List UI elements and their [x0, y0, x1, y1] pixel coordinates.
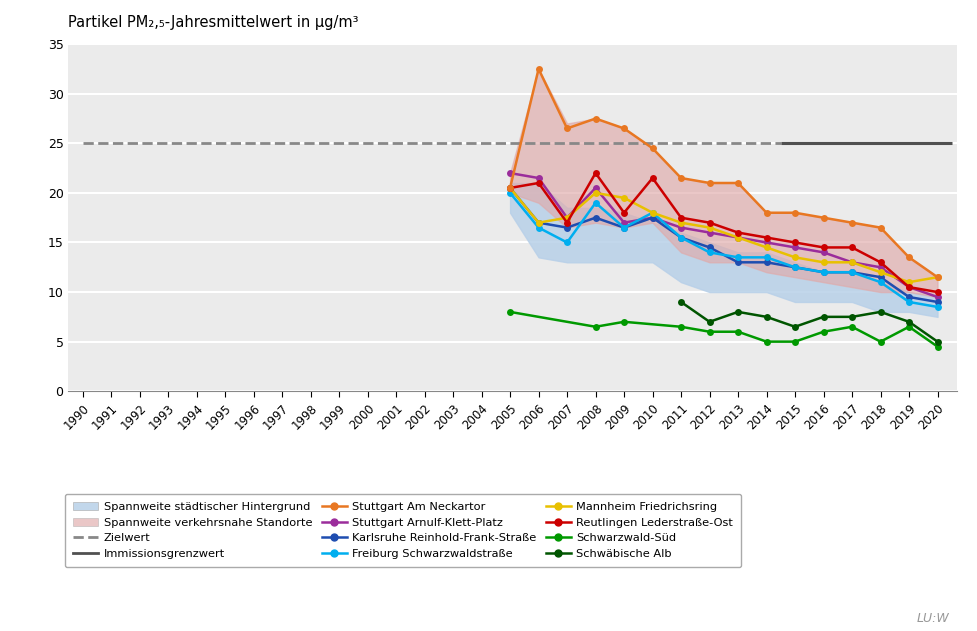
- Text: Partikel PM₂,₅-Jahresmittelwert in µg/m³: Partikel PM₂,₅-Jahresmittelwert in µg/m³: [68, 15, 359, 30]
- Text: LU:W: LU:W: [916, 611, 950, 625]
- Legend: Spannweite städtischer Hintergrund, Spannweite verkehrsnahe Standorte, Zielwert,: Spannweite städtischer Hintergrund, Span…: [65, 494, 742, 567]
